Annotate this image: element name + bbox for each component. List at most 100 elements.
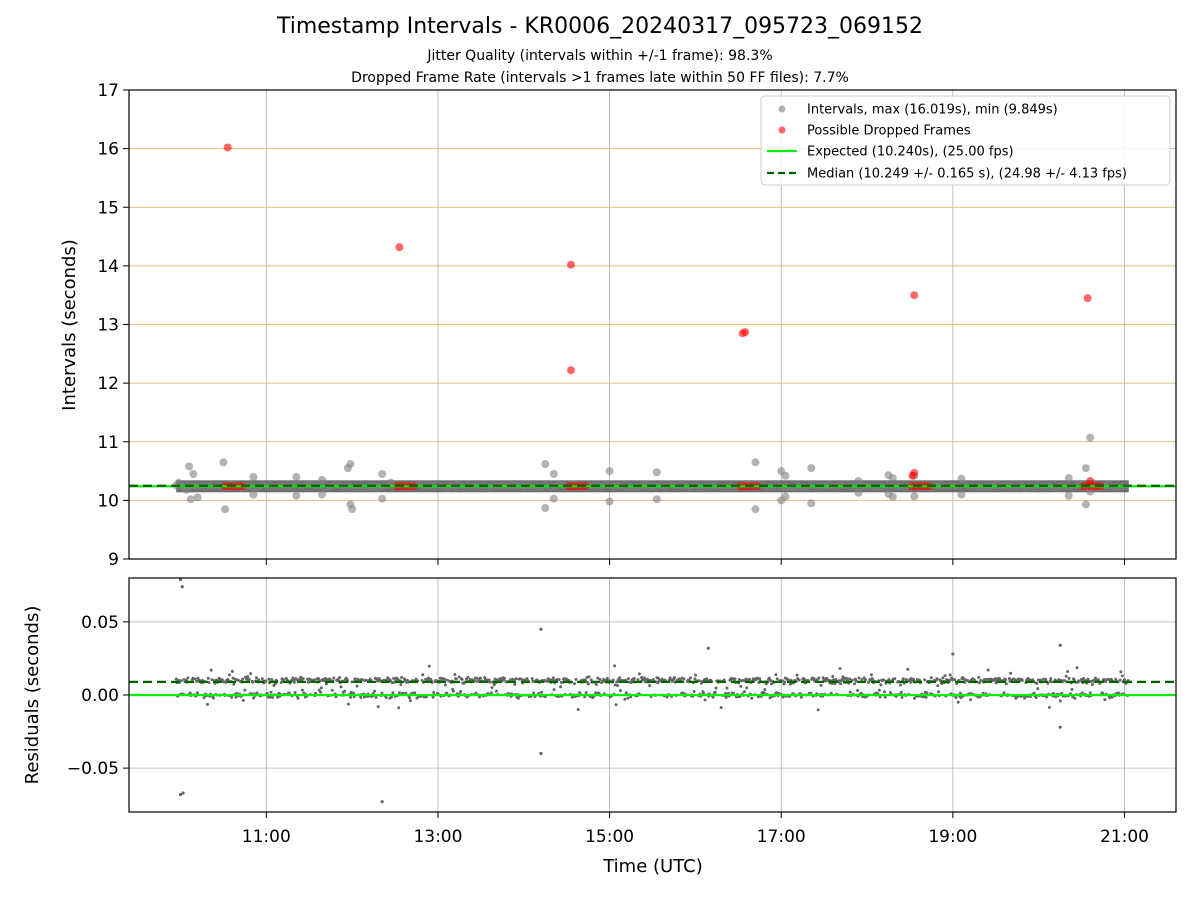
residual-point: [943, 674, 947, 678]
residual-point: [174, 677, 178, 681]
residual-point: [1090, 683, 1094, 687]
residual-point: [682, 677, 686, 681]
residual-point: [632, 676, 636, 680]
top-y-tick-label: 11: [97, 433, 119, 453]
residual-point: [819, 683, 823, 687]
residual-point: [615, 680, 619, 684]
residual-point: [362, 695, 366, 699]
residual-point: [514, 677, 518, 681]
residual-point: [300, 688, 304, 692]
residual-point: [1044, 677, 1048, 681]
residual-point: [389, 695, 393, 699]
residual-point: [953, 677, 957, 681]
residual-point: [864, 678, 868, 682]
residual-point: [406, 680, 410, 684]
residual-point: [623, 697, 627, 701]
residual-point: [413, 691, 417, 695]
dropped-frame-point: [741, 328, 750, 337]
residual-point: [803, 678, 807, 682]
residual-point: [247, 677, 251, 681]
residual-point: [724, 695, 728, 699]
residual-point: [1080, 691, 1084, 695]
interval-point: [1081, 500, 1090, 509]
residual-point: [227, 673, 231, 677]
interval-point: [346, 460, 355, 469]
residual-point: [672, 676, 676, 680]
residual-point: [611, 678, 615, 682]
residual-point: [453, 673, 457, 677]
residual-point: [1070, 687, 1074, 691]
dropped-frame-point: [223, 143, 232, 152]
residual-point: [287, 691, 291, 695]
residual-point: [230, 669, 234, 673]
residual-point: [446, 678, 450, 682]
residual-point: [887, 678, 891, 682]
residual-point: [1102, 677, 1106, 681]
x-tick-label: 11:00: [242, 827, 291, 847]
residual-point: [636, 678, 640, 682]
residual-point: [742, 690, 746, 694]
residual-point: [976, 695, 980, 699]
residual-point: [935, 677, 939, 681]
residual-point: [530, 677, 534, 681]
residual-point: [954, 695, 958, 699]
residual-point: [296, 696, 300, 700]
residual-point: [985, 678, 989, 682]
residual-point: [901, 677, 905, 681]
residual-point: [355, 684, 359, 688]
residual-point: [587, 675, 591, 679]
residual-point: [186, 676, 190, 680]
residual-point: [1064, 674, 1068, 678]
bottom-y-tick-label: 0.05: [81, 613, 119, 633]
residual-point: [767, 676, 771, 680]
interval-point: [1081, 464, 1090, 473]
residual-point: [856, 689, 860, 693]
interval-point: [378, 494, 387, 503]
residual-point: [459, 689, 463, 693]
residual-point: [427, 676, 431, 680]
interval-point: [378, 469, 387, 478]
residual-point: [408, 699, 412, 703]
residual-point: [319, 686, 323, 690]
residual-point: [929, 676, 933, 680]
residual-point: [359, 696, 363, 700]
top-axis-ticks: 9 10 11 12 13 14 15 16 17: [97, 81, 1126, 570]
residual-point: [986, 668, 990, 672]
residual-point: [264, 679, 268, 683]
residual-point: [733, 677, 737, 681]
residual-point: [848, 690, 852, 694]
residual-point: [291, 676, 295, 680]
residual-point: [616, 684, 620, 688]
residual-point: [860, 678, 864, 682]
residual-point: [900, 695, 904, 699]
residual-point: [948, 673, 952, 677]
interval-point: [541, 503, 550, 512]
residual-point: [1012, 677, 1016, 681]
residual-point: [1077, 679, 1081, 683]
residual-point: [226, 677, 230, 681]
residual-point: [432, 691, 436, 695]
residual-point: [795, 673, 799, 677]
residual-point: [1009, 671, 1013, 675]
residual-point: [397, 691, 401, 695]
interval-point: [910, 492, 919, 501]
residual-point: [293, 690, 297, 694]
residual-point: [893, 677, 897, 681]
residual-point: [392, 676, 396, 680]
residual-point: [941, 676, 945, 680]
bottom-y-tick-label: 0.00: [81, 686, 119, 706]
residual-point: [809, 691, 813, 695]
residual-point: [1007, 676, 1011, 680]
residual-point: [475, 680, 479, 684]
residual-point: [301, 677, 305, 681]
bottom-plot-points: [174, 577, 1130, 804]
residual-point: [488, 680, 492, 684]
residual-point: [745, 686, 749, 690]
residual-point: [978, 695, 982, 699]
dropped-frame-point: [566, 260, 575, 269]
residual-point: [230, 695, 234, 699]
residual-point: [841, 675, 845, 679]
interval-point: [1086, 433, 1095, 442]
residual-outlier-point: [178, 792, 183, 797]
residual-point: [195, 691, 199, 695]
